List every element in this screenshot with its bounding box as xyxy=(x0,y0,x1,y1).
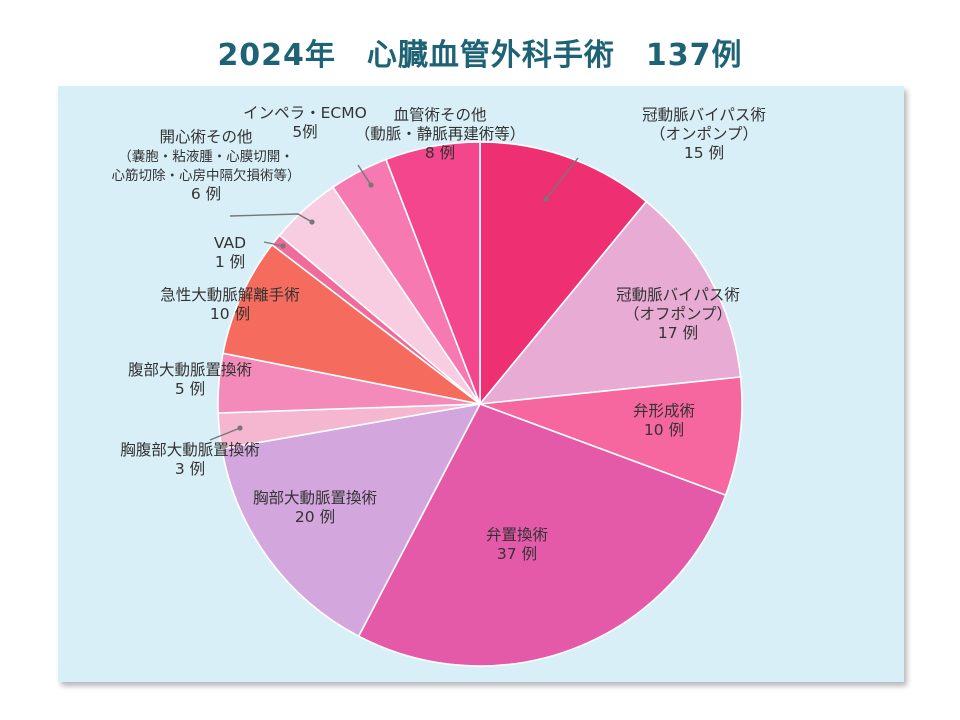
slice-name-label: 腹部大動脈置換術 xyxy=(128,361,252,379)
slice-name-label: VAD xyxy=(214,234,246,252)
slice-name-label: 胸部大動脈置換術 xyxy=(253,489,377,507)
pie-slice xyxy=(479,141,648,407)
slice-value-label: 15 例 xyxy=(684,144,724,162)
slice-name-label: 弁形成術 xyxy=(633,402,695,420)
slice-value-label: 17 例 xyxy=(658,324,698,342)
slice-name-label: 急性大動脈解離手術 xyxy=(160,286,300,304)
slice-value-label: 20 例 xyxy=(295,508,335,526)
slice-name-label: 開心術その他 xyxy=(159,128,252,146)
slice-name-label: 冠動脈バイパス術 xyxy=(616,286,740,304)
slice-value-label: 8 例 xyxy=(425,144,455,162)
slice-name-label: 心筋切除・心房中隔欠損術等） xyxy=(112,167,301,184)
leader-dot xyxy=(543,196,549,202)
slice-name-label: 弁置換術 xyxy=(486,526,548,544)
leader-dot xyxy=(237,425,243,431)
chart-title: 2024年 心臓血管外科手術 137例 xyxy=(217,38,743,73)
slice-value-label: 6 例 xyxy=(191,185,221,203)
pie-slice xyxy=(384,141,481,405)
pie-slice xyxy=(479,376,743,497)
slice-name-label: （動脈・静脈再建術等） xyxy=(355,125,526,143)
leader-line xyxy=(209,427,241,441)
slice-value-label: 10 例 xyxy=(210,305,250,323)
slice-name-label: （嚢胞・粘液腫・心膜切開・ xyxy=(118,149,294,165)
slice-value-label: 37 例 xyxy=(497,545,537,563)
slice-name-label: 血管術その他 xyxy=(393,106,486,124)
leader-line xyxy=(357,164,372,186)
leader-dot xyxy=(368,182,374,188)
slice-name-label: 胸腹部大動脈置換術 xyxy=(120,441,260,459)
pie-slice xyxy=(220,402,482,638)
slice-value-label: 5 例 xyxy=(175,380,205,398)
slice-value-label: 1 例 xyxy=(215,253,245,271)
pie-slice xyxy=(357,403,727,667)
pie-slice xyxy=(478,200,742,405)
slice-value-label: 10 例 xyxy=(644,421,684,439)
leader-dot xyxy=(309,219,315,225)
slice-value-label: 3 例 xyxy=(175,460,205,478)
leader-line xyxy=(263,241,284,247)
slice-value-label: 5例 xyxy=(292,123,317,141)
slice-name-label: 冠動脈バイパス術 xyxy=(642,106,766,124)
leader-dot xyxy=(280,243,286,249)
leader-line xyxy=(229,213,313,223)
pie-slice xyxy=(222,243,481,405)
slice-name-label: （オフポンプ） xyxy=(624,305,732,323)
slice-name-label: （オンポンプ） xyxy=(650,125,758,143)
slice-name-label: インペラ・ECMO xyxy=(243,104,367,122)
leader-line xyxy=(545,157,579,200)
